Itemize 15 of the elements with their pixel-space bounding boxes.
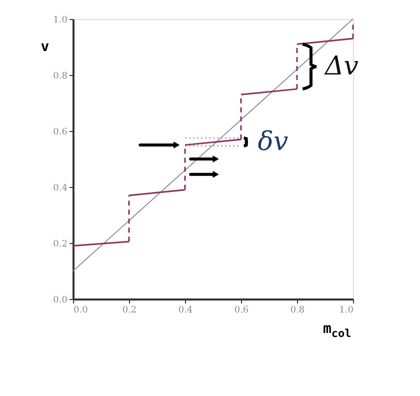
x-tick-label: 0.4 [178, 306, 193, 316]
y-axis-title: v [40, 39, 50, 55]
annotation: δv [258, 126, 288, 157]
y-tick-label: 0.8 [53, 72, 68, 82]
y-tick-label: 1.0 [53, 16, 68, 26]
y-tick-label: 0.0 [53, 296, 68, 306]
y-tick-label: 0.2 [53, 240, 68, 250]
y-tick-label: 0.4 [53, 184, 68, 194]
x-tick-label: 1.0 [339, 306, 354, 316]
annotation: Δv [324, 52, 359, 82]
x-tick-label: 0.2 [122, 306, 137, 316]
x-tick-label: 0.0 [74, 306, 88, 316]
x-tick-label: 0.6 [234, 306, 249, 316]
x-tick-label: 0.8 [290, 306, 305, 316]
y-tick-label: 0.6 [53, 128, 68, 138]
